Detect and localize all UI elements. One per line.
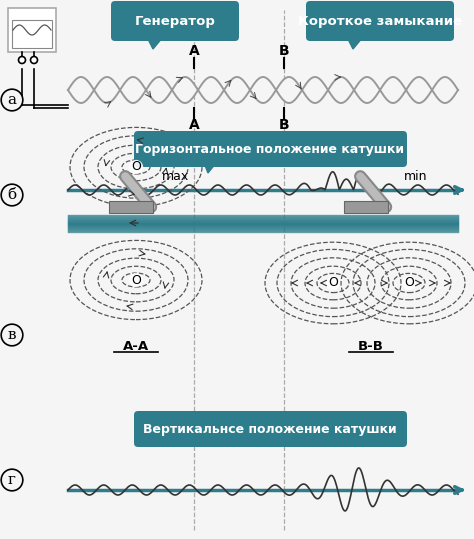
Text: B-B: B-B [358,341,384,354]
FancyBboxPatch shape [306,1,454,41]
Text: O: O [328,277,338,289]
FancyBboxPatch shape [134,411,407,447]
FancyBboxPatch shape [134,131,407,167]
Text: min: min [404,170,428,183]
Polygon shape [347,37,363,49]
Text: а: а [8,93,17,107]
Text: Горизонтальное положение катушки: Горизонтальное положение катушки [136,142,404,155]
Bar [12,20,52,48]
Text: Короткое замыкание: Короткое замыкание [298,15,462,27]
Text: А: А [189,118,200,132]
Text: Вертикальнcе положение катушки: Вертикальнcе положение катушки [143,423,397,436]
Polygon shape [204,163,216,173]
Text: max: max [163,170,190,183]
FancyBboxPatch shape [111,1,239,41]
Circle shape [18,57,26,64]
Text: O: O [131,273,141,287]
Text: O: O [131,161,141,174]
Text: г: г [8,473,16,487]
Text: в: в [8,328,16,342]
FancyBboxPatch shape [8,8,56,52]
Text: б: б [8,188,17,202]
Text: A-A: A-A [123,341,149,354]
Polygon shape [147,37,163,49]
Circle shape [30,57,37,64]
Text: В: В [279,44,289,58]
Text: В: В [279,118,289,132]
FancyBboxPatch shape [109,201,153,213]
Text: А: А [189,44,200,58]
FancyBboxPatch shape [344,201,388,213]
Text: O: O [404,277,414,289]
Text: Генератор: Генератор [135,15,216,27]
